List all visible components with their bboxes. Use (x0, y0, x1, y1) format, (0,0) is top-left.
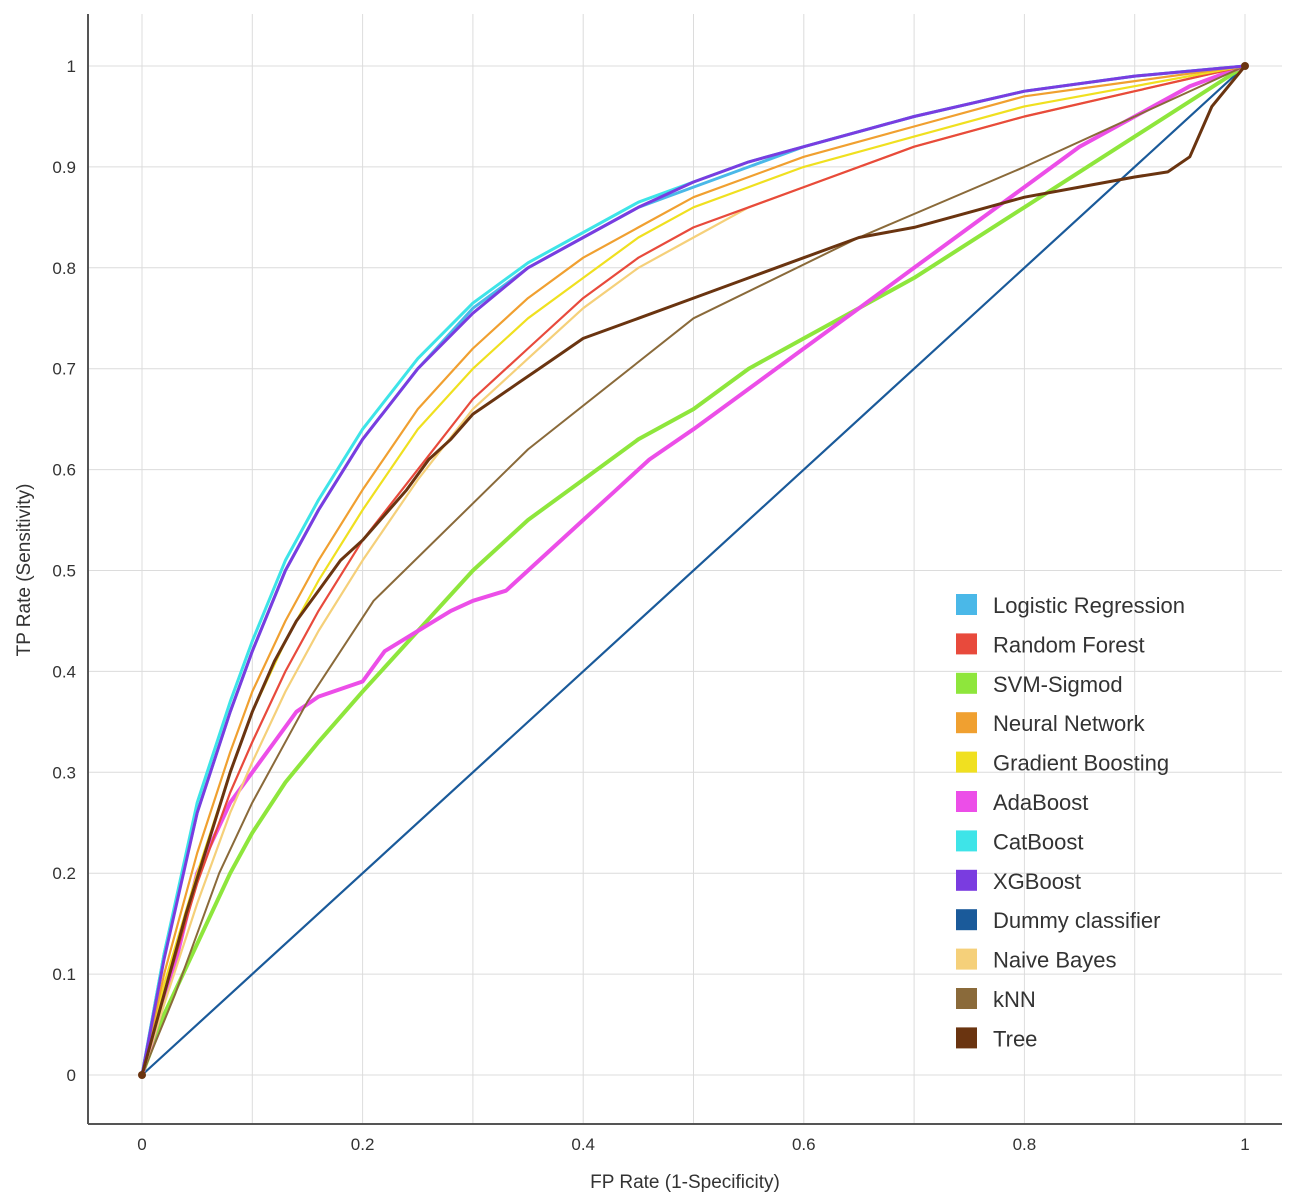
grid (88, 14, 1282, 1124)
legend-label: kNN (993, 987, 1036, 1012)
y-tick-label: 0.7 (52, 360, 76, 379)
legend-swatch (956, 594, 977, 615)
series-line-dummy-classifier (140, 64, 1247, 1077)
y-tick-label: 0.9 (52, 158, 76, 177)
legend-label: Gradient Boosting (993, 751, 1169, 776)
legend-label: AdaBoost (993, 790, 1088, 815)
legend-swatch (956, 988, 977, 1009)
legend-swatch (956, 791, 977, 812)
legend-label: CatBoost (993, 829, 1084, 854)
y-tick-label: 0.5 (52, 562, 76, 581)
y-tick-label: 0.6 (52, 461, 76, 480)
series-line-adaboost (140, 64, 1247, 1077)
y-tick-label: 0.8 (52, 259, 76, 278)
legend-swatch (956, 751, 977, 773)
series-line-neural-network (140, 64, 1247, 1077)
origin-marker (138, 1071, 146, 1079)
legend-swatch (956, 869, 977, 891)
legend-swatch (956, 830, 977, 852)
legend-swatch (956, 712, 977, 734)
legend-label: Random Forest (993, 632, 1145, 657)
series-line-svm-sigmod (140, 64, 1247, 1077)
legend: Logistic Regression Random Forest SVM-Sigm… (956, 593, 1185, 1051)
series-lines (138, 62, 1249, 1079)
x-tick-labels: 0 0.2 0.4 0.6 0.8 1 (137, 1135, 1249, 1154)
series-line-xgboost (140, 64, 1247, 1077)
legend-swatch (956, 1027, 977, 1049)
legend-label: XGBoost (993, 869, 1081, 894)
legend-label: SVM-Sigmod (993, 672, 1123, 697)
x-tick-label: 0 (137, 1135, 146, 1154)
x-tick-label: 0.4 (571, 1135, 595, 1154)
y-tick-label: 0.3 (52, 763, 76, 782)
legend-swatch (956, 633, 977, 655)
x-tick-label: 0.2 (351, 1135, 375, 1154)
x-tick-label: 1 (1240, 1135, 1249, 1154)
series-line-tree (140, 64, 1247, 1077)
legend-swatch (956, 672, 977, 694)
legend-swatch (956, 948, 977, 970)
y-tick-label: 1 (67, 57, 76, 76)
legend-swatch (956, 909, 977, 931)
axes (87, 14, 1282, 1125)
y-tick-labels: 0 0.1 0.2 0.3 0.4 0.5 0.6 0.7 0.8 0.9 1 (52, 57, 76, 1085)
legend-label: Tree (993, 1026, 1037, 1051)
x-axis-title: FP Rate (1-Specificity) (590, 1172, 780, 1193)
x-tick-label: 0.8 (1013, 1135, 1037, 1154)
x-tick-label: 0.6 (792, 1135, 816, 1154)
y-tick-label: 0.1 (52, 965, 76, 984)
legend-label: Neural Network (993, 711, 1146, 736)
end-marker (1241, 62, 1249, 70)
series-line-knn (141, 65, 1246, 1076)
legend-label: Naive Bayes (993, 948, 1117, 973)
legend-label: Dummy classifier (993, 908, 1160, 933)
legend-label: Logistic Regression (993, 593, 1185, 618)
y-tick-label: 0.2 (52, 864, 76, 883)
y-tick-label: 0 (67, 1066, 76, 1085)
series-line-random-forest (140, 64, 1247, 1077)
y-tick-label: 0.4 (52, 662, 76, 681)
y-axis-title: TP Rate (Sensitivity) (14, 484, 35, 657)
